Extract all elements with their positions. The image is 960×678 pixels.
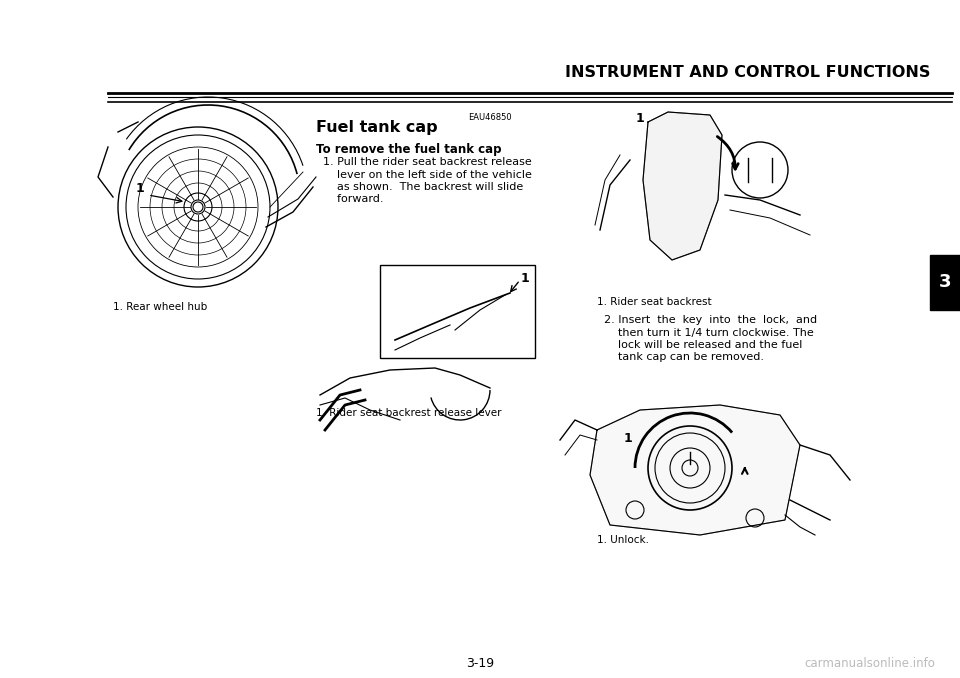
Polygon shape bbox=[590, 405, 800, 535]
Text: lock will be released and the fuel: lock will be released and the fuel bbox=[604, 340, 803, 350]
Text: lever on the left side of the vehicle: lever on the left side of the vehicle bbox=[323, 170, 532, 180]
Text: 1: 1 bbox=[520, 271, 529, 285]
Text: as shown.  The backrest will slide: as shown. The backrest will slide bbox=[323, 182, 523, 192]
Text: forward.: forward. bbox=[323, 195, 383, 205]
Text: 2. Insert  the  key  into  the  lock,  and: 2. Insert the key into the lock, and bbox=[604, 315, 817, 325]
Text: To remove the fuel tank cap: To remove the fuel tank cap bbox=[316, 143, 501, 156]
Text: 1: 1 bbox=[624, 431, 633, 445]
FancyBboxPatch shape bbox=[380, 265, 535, 358]
Ellipse shape bbox=[193, 202, 203, 212]
Text: 1: 1 bbox=[636, 113, 644, 125]
Text: 1. Rear wheel hub: 1. Rear wheel hub bbox=[113, 302, 207, 312]
Text: EAU46850: EAU46850 bbox=[468, 113, 512, 122]
FancyBboxPatch shape bbox=[930, 255, 960, 310]
Text: 1. Rider seat backrest release lever: 1. Rider seat backrest release lever bbox=[316, 408, 501, 418]
Text: tank cap can be removed.: tank cap can be removed. bbox=[604, 353, 764, 363]
Polygon shape bbox=[643, 112, 722, 260]
Text: Fuel tank cap: Fuel tank cap bbox=[316, 120, 438, 135]
Text: 1: 1 bbox=[135, 182, 144, 195]
Text: INSTRUMENT AND CONTROL FUNCTIONS: INSTRUMENT AND CONTROL FUNCTIONS bbox=[564, 65, 930, 80]
Text: carmanualsonline.info: carmanualsonline.info bbox=[804, 657, 935, 670]
Text: 1. Pull the rider seat backrest release: 1. Pull the rider seat backrest release bbox=[323, 157, 532, 167]
Text: 1. Unlock.: 1. Unlock. bbox=[597, 535, 649, 545]
Text: then turn it 1/4 turn clockwise. The: then turn it 1/4 turn clockwise. The bbox=[604, 327, 814, 338]
Text: 3-19: 3-19 bbox=[466, 657, 494, 670]
Text: 3: 3 bbox=[939, 273, 951, 291]
Text: 1. Rider seat backrest: 1. Rider seat backrest bbox=[597, 297, 711, 307]
